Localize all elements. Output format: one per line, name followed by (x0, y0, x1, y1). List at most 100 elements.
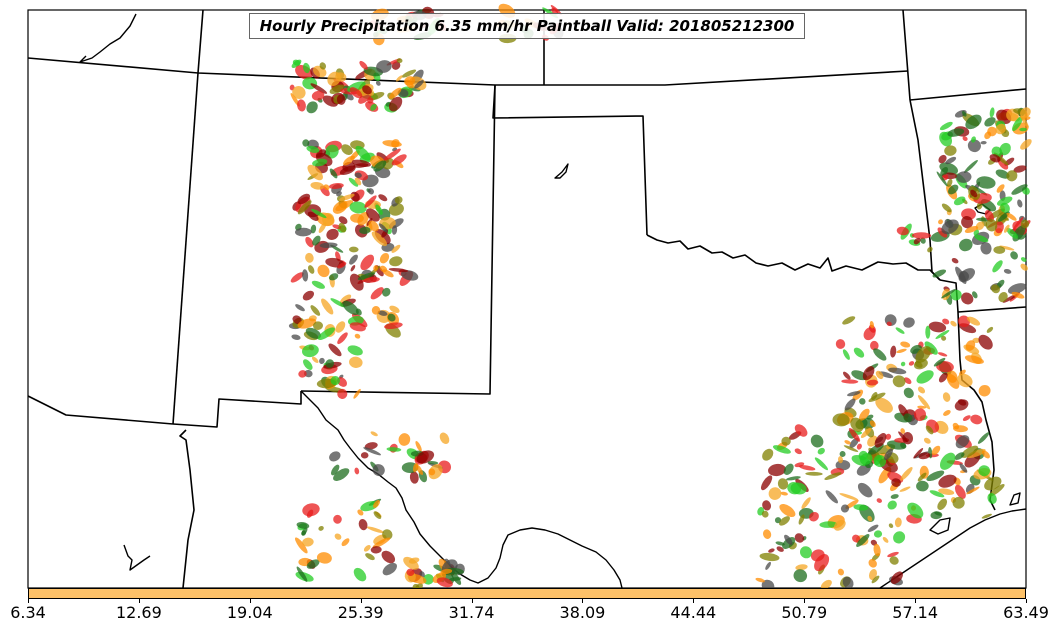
precip-cell (321, 298, 334, 315)
precip-cell (886, 321, 892, 327)
precip-cell (1006, 170, 1018, 182)
precip-cell (840, 504, 850, 513)
precip-cell (311, 280, 325, 289)
precip-cell (306, 101, 318, 114)
precip-cell (965, 340, 976, 351)
state-line-ar-la (957, 306, 1027, 313)
precip-cell (310, 83, 328, 94)
precip-cell (895, 327, 905, 334)
precip-cell (295, 227, 312, 237)
precip-cell (888, 523, 894, 529)
precip-cell (1012, 116, 1023, 132)
precip-cell (325, 144, 339, 159)
precip-cell (924, 341, 938, 355)
precip-cell (925, 425, 934, 435)
precip-cell (1013, 216, 1024, 230)
precip-cell (389, 305, 400, 313)
precip-cell (313, 321, 323, 331)
precip-cell (400, 270, 419, 281)
precip-cell (971, 136, 976, 143)
precip-cell (351, 159, 371, 167)
precip-cell (1020, 263, 1028, 271)
precip-cell (939, 452, 956, 470)
precip-cell (1006, 227, 1019, 239)
precip-cell (355, 308, 362, 316)
precip-cell (868, 392, 886, 402)
precip-cell (938, 488, 955, 495)
precip-cell (853, 347, 865, 358)
precip-cell (342, 300, 359, 316)
precip-cell (938, 219, 943, 225)
precip-cell (999, 245, 1015, 251)
precip-cell (1020, 257, 1027, 262)
precip-cell (869, 320, 874, 329)
precip-cell (875, 370, 884, 380)
precip-cell (338, 216, 348, 225)
precip-cell (978, 465, 990, 477)
precip-cell (780, 491, 788, 496)
precip-cell (297, 200, 312, 215)
bay-outline (929, 492, 1021, 535)
precip-cell (292, 59, 301, 66)
precip-cell (987, 126, 997, 137)
state-line-ks-south (495, 70, 909, 86)
precip-cell (363, 276, 380, 283)
precip-cell (365, 553, 375, 561)
precip-cell (819, 521, 838, 528)
state-line-az-nm (172, 72, 199, 425)
precip-cell (945, 156, 957, 165)
precip-cell (980, 242, 992, 255)
precip-cell (913, 237, 921, 245)
colorbar-tick (471, 599, 473, 603)
precip-cell (859, 452, 873, 465)
precip-cell (359, 60, 368, 70)
precip-cell (992, 260, 1003, 273)
precip-cell (311, 90, 325, 101)
precip-cell (856, 534, 870, 547)
precip-cell (305, 327, 322, 339)
state-line-co-ut (197, 9, 204, 74)
precip-cell (382, 140, 402, 148)
precip-cell (967, 139, 981, 153)
precip-cell (296, 521, 310, 529)
precip-cell (852, 534, 861, 543)
precip-cell (317, 264, 330, 278)
precip-cell (336, 191, 342, 197)
precip-cell (755, 577, 765, 583)
precip-cell (798, 514, 805, 525)
precip-cell (1010, 251, 1018, 260)
state-line-mo-ok (909, 88, 1027, 101)
precip-cell (858, 408, 870, 421)
precip-cell (970, 414, 983, 425)
precip-cell (817, 447, 825, 455)
precip-cell (814, 457, 828, 471)
precipitation-paintballs (288, 3, 1032, 592)
colorbar-axis: 6.34 12.69 19.04 25.39 31.74 38.09 44.44 50.79 5… (0, 599, 1060, 633)
precip-cell (957, 373, 973, 388)
precip-cell (341, 538, 350, 547)
precip-cell (376, 60, 392, 73)
colorbar-tick-label: 31.74 (448, 603, 495, 622)
precip-cell (824, 472, 842, 480)
precip-cell (379, 253, 390, 264)
precip-cell (887, 500, 897, 510)
precip-cell (814, 554, 830, 572)
precip-cell (349, 87, 363, 99)
precip-cell (416, 450, 435, 464)
precip-cell (917, 386, 926, 394)
precip-cell (900, 361, 906, 367)
precip-cell (786, 476, 801, 481)
precip-cell (388, 268, 409, 273)
precip-cell (370, 287, 384, 300)
precip-cell (956, 171, 972, 183)
precip-cell (980, 140, 987, 145)
precip-cell (362, 85, 372, 95)
precip-cell (781, 436, 791, 446)
gulf-coast (879, 508, 1027, 589)
precip-cell (842, 349, 850, 360)
colorbar-tick-label: 38.09 (559, 603, 606, 622)
precip-cell (959, 238, 973, 252)
precip-cell (290, 272, 304, 283)
precip-cell (941, 335, 947, 341)
precip-cell (845, 499, 859, 509)
